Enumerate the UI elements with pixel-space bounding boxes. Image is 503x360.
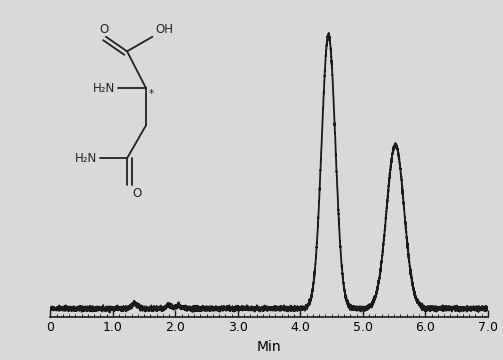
Text: OH: OH (155, 23, 174, 36)
Text: O: O (132, 188, 141, 201)
Text: H₂N: H₂N (93, 82, 115, 95)
Text: O: O (99, 23, 109, 36)
X-axis label: Min: Min (257, 339, 281, 354)
Text: H₂N: H₂N (75, 152, 97, 165)
Text: *: * (148, 89, 154, 99)
